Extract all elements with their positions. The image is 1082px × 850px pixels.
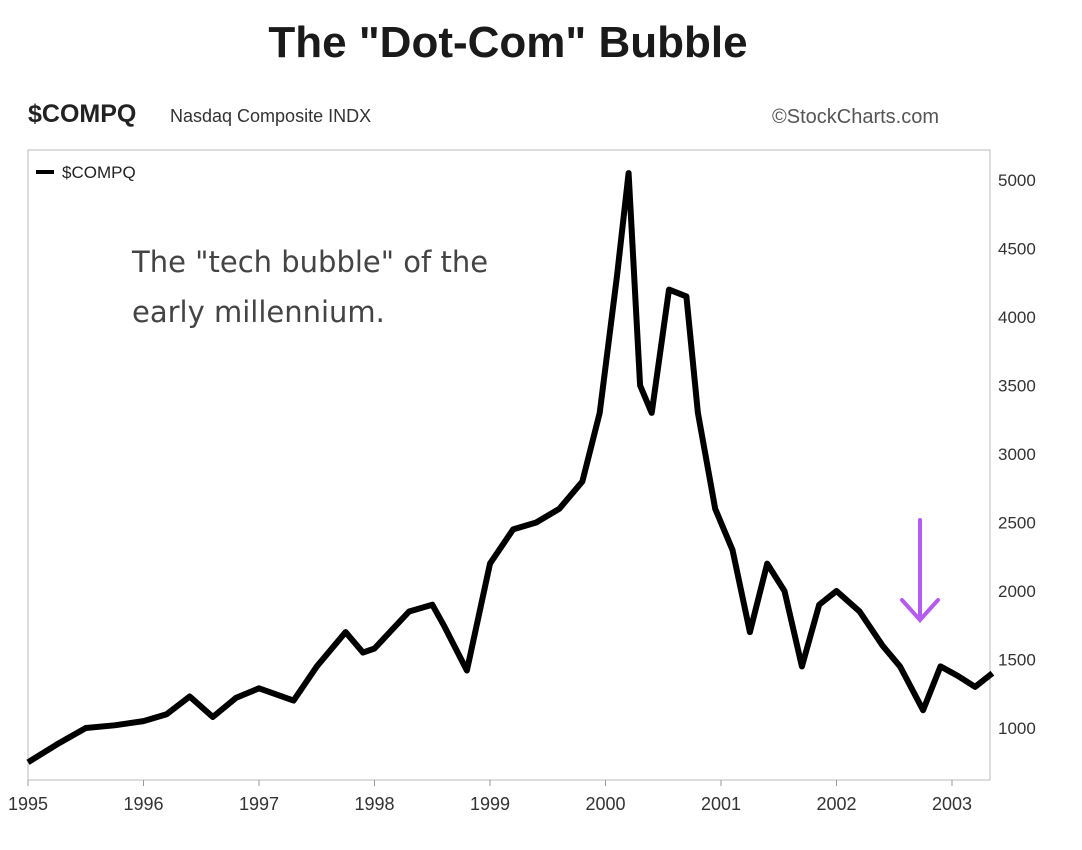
- y-tick-label: 4000: [998, 308, 1036, 327]
- plot-area: [27, 149, 991, 781]
- y-tick-label: 1500: [998, 651, 1036, 670]
- y-tick-label: 2500: [998, 514, 1036, 533]
- page-title: The "Dot-Com" Bubble: [268, 18, 748, 67]
- x-tick-label: 2001: [701, 794, 741, 814]
- x-tick-label: 1999: [470, 794, 510, 814]
- x-tick-label: 1997: [239, 794, 279, 814]
- x-tick-label: 2003: [932, 794, 972, 814]
- x-tick-label: 1998: [354, 794, 394, 814]
- y-tick-label: 5000: [998, 171, 1036, 190]
- annotation-line-1: The "tech bubble" of the: [131, 245, 488, 279]
- y-tick-label: 4500: [998, 240, 1036, 259]
- x-tick-label: 1995: [8, 794, 48, 814]
- arrow-icon: [900, 518, 940, 623]
- index-description: Nasdaq Composite INDX: [170, 106, 372, 126]
- credit: ©StockCharts.com: [772, 106, 940, 128]
- symbol: $COMPQ: [28, 100, 137, 128]
- y-tick-label: 2000: [998, 582, 1036, 601]
- annotation-line-2: early millennium.: [132, 295, 385, 329]
- legend-label: $COMPQ: [62, 163, 136, 182]
- x-tick-label: 1996: [123, 794, 163, 814]
- y-tick-label: 3000: [998, 445, 1036, 464]
- x-tick-label: 2000: [585, 794, 625, 814]
- x-tick-label: 2002: [816, 794, 856, 814]
- y-tick-label: 1000: [998, 719, 1036, 738]
- y-tick-label: 3500: [998, 377, 1036, 396]
- series-line-compq: [26, 170, 995, 765]
